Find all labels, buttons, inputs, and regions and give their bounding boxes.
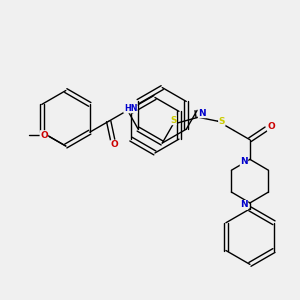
Text: O: O (40, 130, 48, 140)
Text: O: O (111, 140, 119, 149)
Text: N: N (198, 109, 206, 118)
Text: HN: HN (124, 104, 137, 113)
Text: S: S (219, 117, 225, 126)
Text: N: N (240, 157, 248, 166)
Text: N: N (240, 200, 248, 209)
Text: S: S (170, 116, 176, 125)
Text: O: O (267, 122, 275, 131)
